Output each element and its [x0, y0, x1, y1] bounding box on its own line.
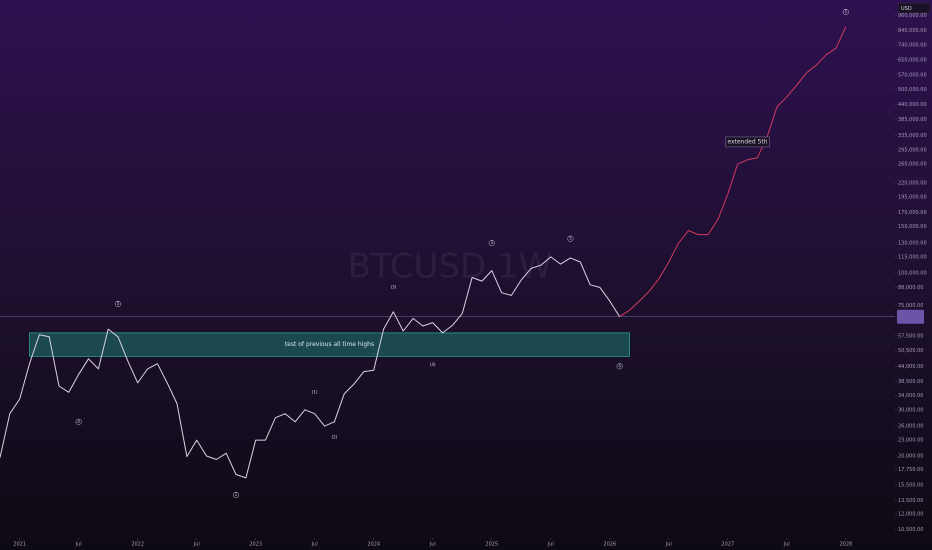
x-tick-label: Jul	[547, 542, 554, 548]
x-tick-label: 2024	[367, 542, 380, 548]
wave-circle	[232, 491, 240, 499]
y-tick-label: 50,500.00	[898, 348, 923, 354]
wave-label: (4)	[430, 362, 436, 367]
x-tick-label: 2023	[249, 542, 262, 548]
x-tick-label: 2028	[839, 542, 852, 548]
wave-label: (2)	[332, 435, 338, 440]
wave-label: 5	[845, 9, 848, 14]
y-tick-label: 26,000.00	[898, 424, 923, 430]
y-tick-label: 15,500.00	[898, 482, 923, 488]
y-tick-label: 295,000.00	[898, 147, 927, 153]
wave-circle	[567, 235, 574, 242]
price-line	[0, 256, 621, 479]
wave-circle	[114, 301, 122, 308]
wave-label: 3	[490, 240, 493, 245]
y-tick-label: 440,000.00	[898, 102, 927, 108]
y-tick-label: 10,500.00	[898, 527, 923, 533]
y-tick-label: 840,000.00	[898, 28, 927, 34]
price-line	[619, 26, 847, 318]
y-tick-label: 38,500.00	[898, 379, 923, 385]
y-tick-label: 150,000.00	[898, 224, 927, 230]
y-tick-label: 34,000.00	[898, 393, 923, 399]
x-tick-label: Jul	[429, 542, 436, 548]
wave-circle	[488, 239, 495, 247]
y-tick-label: 570,000.00	[898, 72, 927, 78]
support-zone	[29, 332, 630, 357]
x-tick-label: 2021	[13, 542, 26, 548]
x-tick-label: 2026	[603, 542, 616, 548]
y-tick-label: 30,000.00	[898, 407, 923, 413]
y-tick-label: 650,000.00	[898, 57, 927, 63]
x-tick-label: Jul	[311, 542, 318, 548]
y-tick-label: 75,000.00	[898, 303, 923, 309]
y-tick-label: 57,500.00	[898, 333, 923, 339]
wave-label: (3)	[391, 284, 397, 289]
annotation: extended 5th	[727, 138, 767, 145]
wave-label: 5	[117, 301, 120, 306]
y-tick-label: 740,000.00	[898, 43, 927, 49]
y-tick-label: 44,000.00	[898, 364, 923, 370]
y-tick-label: 17,750.00	[898, 467, 923, 473]
annotation-box	[725, 136, 770, 148]
x-tick-label: Jul	[665, 542, 672, 548]
y-tick-label: 20,000.00	[898, 453, 923, 459]
y-tick-label: 23,000.00	[898, 438, 923, 444]
wave-circle	[842, 8, 849, 16]
y-tick-label: 100,000.00	[898, 270, 927, 276]
currency-button[interactable]	[897, 2, 931, 14]
wave-label: 5	[569, 236, 572, 241]
y-tick-label: 130,000.00	[898, 240, 927, 246]
wave-circle	[75, 418, 82, 425]
currency-label: USD	[901, 6, 912, 12]
wave-label: (1)	[312, 389, 318, 394]
y-tick-label: 115,000.00	[898, 254, 927, 260]
zone-label: test of previous all time highs	[285, 341, 374, 348]
y-tick-label: 12,000.00	[898, 512, 923, 518]
x-tick-label: 2022	[131, 542, 144, 548]
x-tick-label: Jul	[783, 542, 790, 548]
y-tick-label: 88,000.00	[898, 285, 923, 291]
y-tick-label: 500,000.00	[898, 87, 927, 93]
y-tick-label: 220,000.00	[898, 181, 927, 187]
wave-label: 4	[618, 363, 621, 368]
x-tick-label: 2025	[485, 542, 498, 548]
y-tick-label: 170,000.00	[898, 210, 927, 216]
y-tick-label: 385,000.00	[898, 117, 927, 123]
y-tick-label: 960,000.00	[898, 13, 927, 19]
y-tick-label: 335,000.00	[898, 133, 927, 139]
x-tick-label: Jul	[193, 542, 200, 548]
watermark: BTCUSD 1W	[348, 247, 553, 287]
wave-circle	[616, 363, 623, 370]
y-tick-label: 13,500.00	[898, 498, 923, 504]
wave-label: 1	[235, 492, 238, 497]
y-tick-label: 260,000.00	[898, 162, 927, 168]
y-tick-label: 195,000.00	[898, 194, 927, 200]
x-tick-label: Jul	[75, 542, 82, 548]
wave-label: 4	[77, 419, 80, 424]
x-tick-label: 2027	[721, 542, 734, 548]
last-price-marker	[897, 309, 924, 324]
